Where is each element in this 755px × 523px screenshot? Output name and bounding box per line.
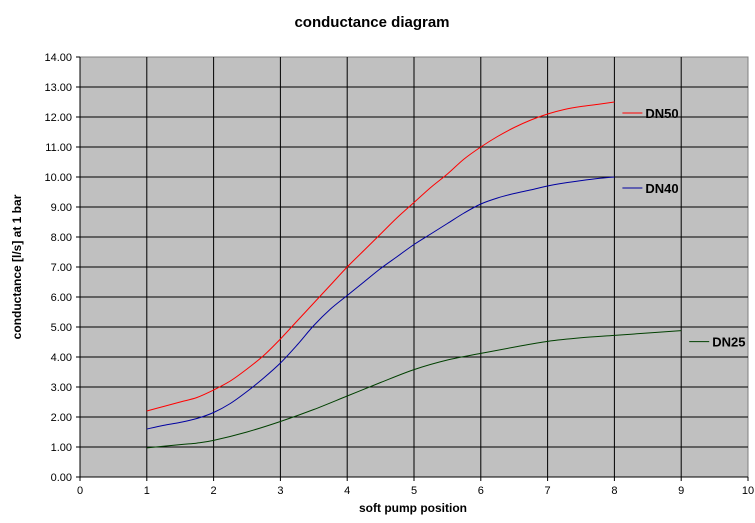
legend-label-dn40: DN40 <box>645 181 678 196</box>
x-tick-label: 3 <box>277 485 283 497</box>
x-tick-label: 8 <box>611 485 617 497</box>
x-tick-label: 5 <box>411 485 417 497</box>
legend-label-dn50: DN50 <box>645 106 678 121</box>
series-line-dn40 <box>146 176 615 430</box>
y-tick-label: 14.00 <box>44 52 72 64</box>
y-tick-label: 2.00 <box>51 412 72 424</box>
x-tick-label: 10 <box>742 485 754 497</box>
y-tick-label: 5.00 <box>51 322 72 334</box>
x-tick-label: 2 <box>211 485 217 497</box>
y-tick-label: 8.00 <box>51 232 72 244</box>
x-tick-label: 6 <box>478 485 484 497</box>
y-axis-title: conductance [l/s] at 1 bar <box>10 194 24 339</box>
series-lines <box>146 101 682 449</box>
y-tick-label: 12.00 <box>44 112 72 124</box>
y-axis-ticks: 0.00 1.00 2.00 3.00 4.00 5.00 6.00 7.00 8.00 9.00… <box>44 52 81 484</box>
y-tick-label: 0.00 <box>51 472 72 484</box>
x-tick-label: 7 <box>545 485 551 497</box>
y-tick-label: 7.00 <box>51 262 72 274</box>
legend: DN50 DN40 DN25 <box>622 106 745 350</box>
chart-title: conductance diagram <box>294 14 449 31</box>
y-tick-label: 6.00 <box>51 292 72 304</box>
x-tick-label: 1 <box>144 485 150 497</box>
legend-label-dn25: DN25 <box>712 335 745 350</box>
series-line-dn25 <box>146 330 682 449</box>
x-tick-label: 4 <box>344 485 350 497</box>
y-tick-label: 9.00 <box>51 202 72 214</box>
x-tick-label: 9 <box>678 485 684 497</box>
y-tick-label: 1.00 <box>51 442 72 454</box>
series-line-dn50 <box>146 101 615 412</box>
y-tick-label: 13.00 <box>44 82 72 94</box>
y-tick-label: 3.00 <box>51 382 72 394</box>
y-tick-label: 4.00 <box>51 352 72 364</box>
y-tick-label: 10.00 <box>44 172 72 184</box>
x-axis-title: soft pump position <box>359 501 467 515</box>
y-tick-label: 11.00 <box>45 142 72 154</box>
x-tick-label: 0 <box>77 485 83 497</box>
x-axis-ticks: 0 1 2 3 4 5 6 7 8 9 10 <box>77 476 754 497</box>
grid-lines <box>80 57 748 477</box>
